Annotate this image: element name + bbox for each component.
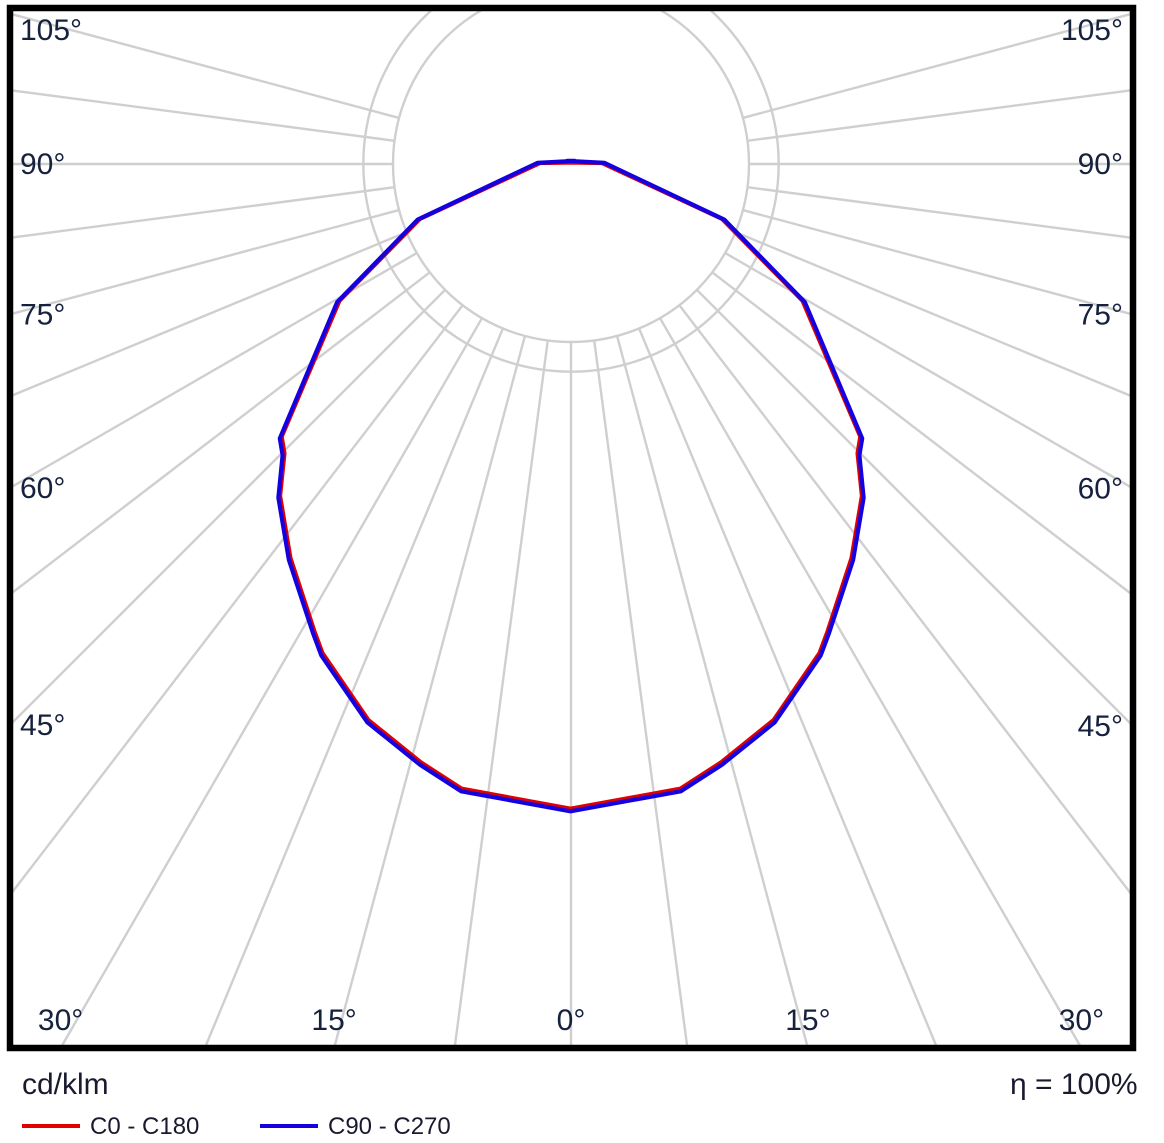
svg-text:105°: 105° [1061, 14, 1123, 47]
svg-text:30°: 30° [1059, 1004, 1104, 1037]
svg-text:45°: 45° [20, 709, 65, 742]
svg-text:90°: 90° [20, 148, 65, 181]
svg-text:15°: 15° [785, 1004, 830, 1037]
svg-text:30°: 30° [38, 1004, 83, 1037]
svg-text:60°: 60° [1078, 473, 1123, 506]
svg-text:45°: 45° [1078, 710, 1123, 743]
svg-text:C90 - C270: C90 - C270 [328, 1113, 451, 1140]
svg-text:60°: 60° [20, 472, 65, 505]
svg-text:15°: 15° [311, 1004, 356, 1037]
svg-text:cd/klm: cd/klm [22, 1068, 109, 1101]
svg-text:105°: 105° [20, 14, 82, 47]
svg-text:90°: 90° [1078, 148, 1123, 181]
svg-text:75°: 75° [20, 298, 65, 331]
svg-text:0°: 0° [557, 1004, 586, 1037]
svg-text:η = 100%: η = 100% [1010, 1068, 1138, 1101]
svg-text:75°: 75° [1078, 299, 1123, 332]
svg-text:C0 - C180: C0 - C180 [90, 1113, 199, 1140]
